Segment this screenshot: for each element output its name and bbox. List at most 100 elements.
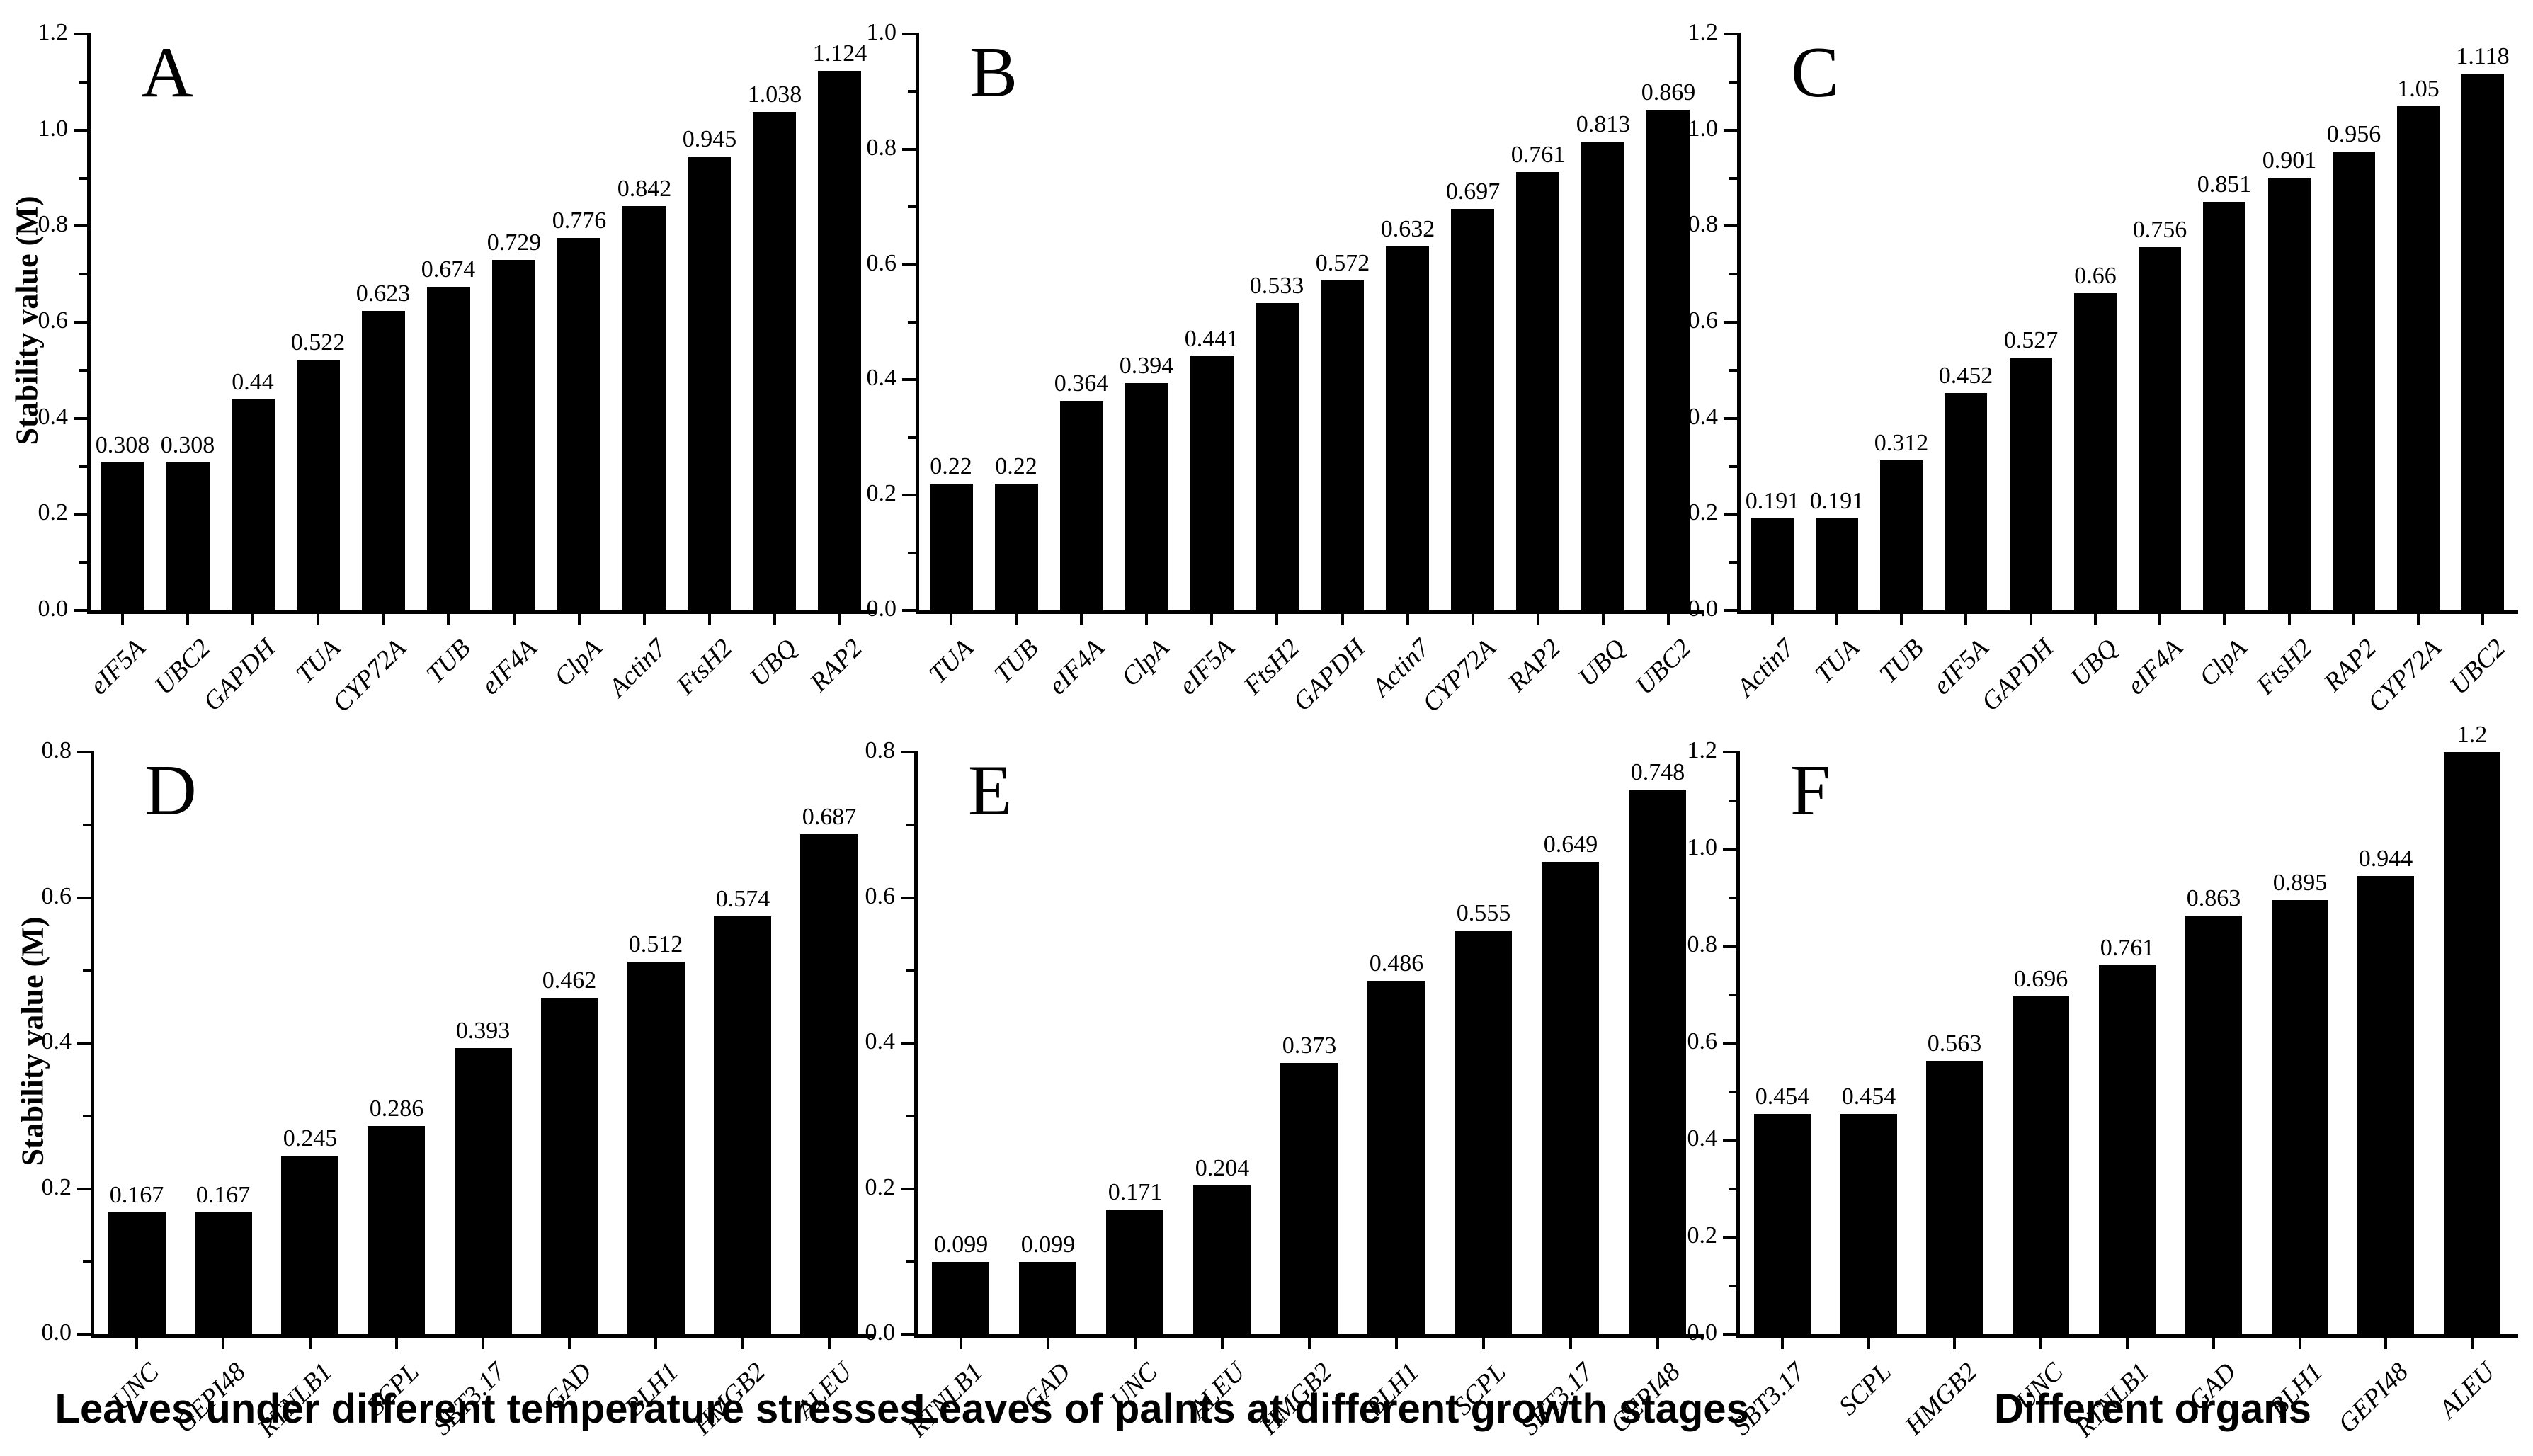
y-axis bbox=[1736, 751, 1740, 1338]
x-tick-label: HMGB2 bbox=[1899, 1357, 1983, 1441]
y-minor-tick bbox=[908, 205, 916, 208]
bar bbox=[541, 998, 598, 1334]
y-minor-tick bbox=[908, 321, 916, 324]
x-tick-label: eIF4A bbox=[2121, 633, 2188, 701]
bar-value-label: 0.756 bbox=[2132, 217, 2187, 243]
y-tick bbox=[77, 751, 91, 753]
y-axis bbox=[87, 33, 91, 614]
y-tick bbox=[1724, 224, 1737, 227]
x-axis bbox=[91, 1334, 875, 1338]
bar bbox=[2272, 900, 2328, 1334]
x-tick bbox=[1047, 1338, 1049, 1349]
bar-value-label: 0.851 bbox=[2197, 171, 2252, 198]
y-tick bbox=[901, 1333, 914, 1336]
x-tick-label: SBT3.17 bbox=[1515, 1357, 1599, 1442]
bar bbox=[1193, 1185, 1251, 1334]
x-tick-label: GEPI48 bbox=[2332, 1357, 2414, 1439]
panel-letter: A bbox=[141, 33, 193, 113]
y-tick-label: 0.4 bbox=[865, 1028, 896, 1054]
x-tick bbox=[1602, 614, 1605, 625]
x-tick bbox=[643, 614, 646, 625]
x-tick-label: CYP72A bbox=[326, 633, 411, 718]
panel-letter: B bbox=[969, 33, 1018, 113]
bar-value-label: 0.486 bbox=[1369, 950, 1424, 977]
bar-value-label: 0.563 bbox=[1927, 1030, 1982, 1057]
x-axis bbox=[1736, 1334, 2518, 1338]
bar-value-label: 0.167 bbox=[195, 1182, 251, 1208]
y-tick-label: 0.6 bbox=[1687, 307, 1719, 334]
x-tick bbox=[741, 1338, 744, 1349]
bar-value-label: 0.393 bbox=[455, 1018, 511, 1044]
y-tick bbox=[1724, 33, 1737, 35]
bar bbox=[1754, 1114, 1811, 1334]
bar-value-label: 0.394 bbox=[1119, 353, 1174, 379]
x-tick-label: GEPI48 bbox=[1604, 1357, 1686, 1439]
bar bbox=[1751, 518, 1794, 610]
bar bbox=[627, 962, 685, 1334]
x-tick-label: SBT3.17 bbox=[427, 1357, 511, 1442]
x-tick bbox=[447, 614, 450, 625]
x-tick bbox=[309, 1338, 312, 1349]
y-minor-tick bbox=[83, 824, 91, 826]
bar bbox=[2444, 752, 2500, 1334]
bar-value-label: 0.204 bbox=[1195, 1155, 1250, 1181]
y-tick-label: 0.0 bbox=[1687, 1319, 1718, 1346]
bar bbox=[1321, 280, 1364, 610]
x-tick-label: eIF5A bbox=[84, 633, 151, 701]
y-tick bbox=[901, 897, 914, 899]
x-tick bbox=[135, 1338, 138, 1349]
x-tick bbox=[382, 614, 385, 625]
y-tick-label: 1.2 bbox=[1687, 19, 1719, 45]
y-tick-label: 0.4 bbox=[866, 365, 897, 391]
x-tick bbox=[186, 614, 189, 625]
y-tick bbox=[74, 417, 87, 420]
bar bbox=[108, 1212, 166, 1334]
y-minor-tick bbox=[908, 552, 916, 554]
y-minor-tick bbox=[906, 824, 914, 826]
x-tick-label: FtsH2 bbox=[2250, 633, 2318, 701]
x-tick bbox=[2039, 1338, 2042, 1349]
bar-value-label: 0.527 bbox=[2003, 327, 2059, 353]
bar-value-label: 0.312 bbox=[1874, 430, 1929, 456]
panel-letter: C bbox=[1791, 33, 1840, 113]
x-tick-label: UBC2 bbox=[149, 633, 216, 701]
bar bbox=[1455, 931, 1512, 1334]
x-axis-caption: Different organs bbox=[1994, 1386, 2311, 1432]
bar-value-label: 0.863 bbox=[2186, 885, 2241, 911]
x-tick bbox=[2030, 614, 2032, 625]
x-tick-label: UNC bbox=[2010, 1357, 2069, 1416]
x-tick-label: TUA bbox=[923, 633, 979, 690]
x-tick-label: GAPDH bbox=[1976, 633, 2059, 717]
x-tick bbox=[950, 614, 952, 625]
bar-value-label: 1.124 bbox=[812, 40, 867, 67]
bar-value-label: 0.099 bbox=[1020, 1232, 1076, 1258]
bar bbox=[2185, 916, 2242, 1334]
y-tick-label: 0.8 bbox=[1687, 211, 1719, 237]
bar bbox=[281, 1156, 338, 1334]
bar bbox=[688, 157, 731, 610]
y-tick-label: 0.4 bbox=[38, 404, 69, 430]
y-tick bbox=[902, 494, 916, 496]
x-tick-label: ALEU bbox=[2433, 1357, 2500, 1425]
y-axis bbox=[1737, 33, 1741, 614]
x-tick-label: eIF4A bbox=[475, 633, 542, 701]
x-tick-label: ALEU bbox=[790, 1357, 858, 1425]
bar bbox=[1190, 356, 1234, 610]
x-tick bbox=[1015, 614, 1018, 625]
bar-value-label: 0.649 bbox=[1543, 831, 1598, 858]
x-tick-label: ALEU bbox=[1183, 1357, 1251, 1425]
bar bbox=[166, 462, 210, 610]
y-tick bbox=[902, 378, 916, 381]
y-minor-tick bbox=[906, 969, 914, 972]
bar-value-label: 0.748 bbox=[1630, 759, 1685, 785]
bar-value-label: 0.945 bbox=[682, 126, 737, 152]
y-minor-tick bbox=[906, 1115, 914, 1117]
y-tick-label: 0.0 bbox=[866, 596, 897, 622]
bar bbox=[427, 287, 470, 610]
panel-letter: F bbox=[1790, 751, 1831, 831]
bar-value-label: 0.956 bbox=[2326, 121, 2381, 147]
x-tick bbox=[2212, 1338, 2215, 1349]
x-tick-label: TUA bbox=[1809, 633, 1865, 690]
